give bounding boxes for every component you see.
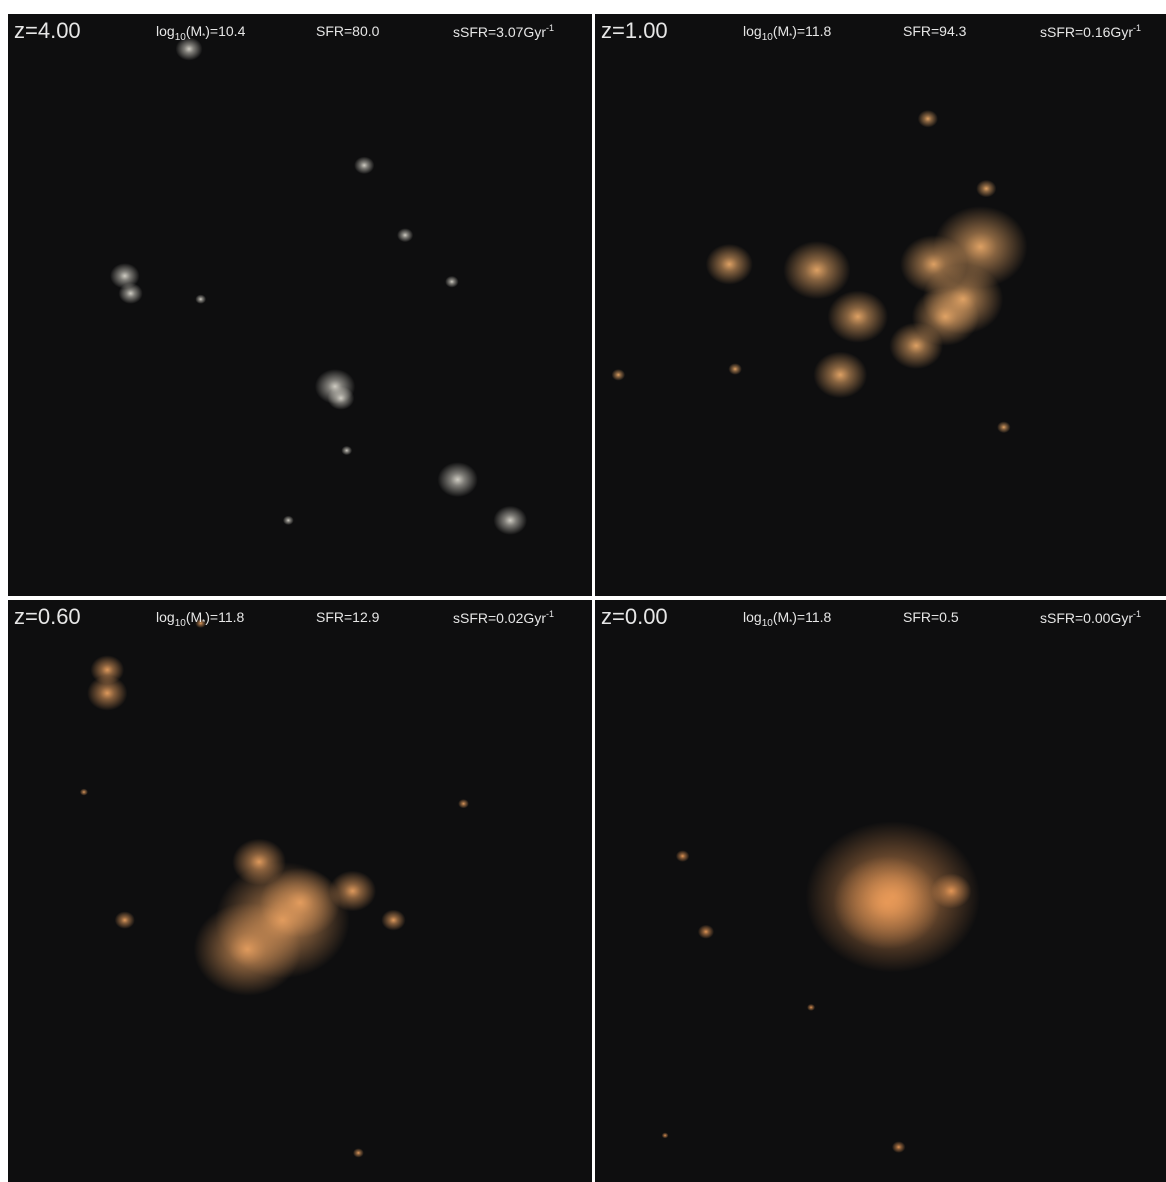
galaxy-blob [259, 867, 341, 938]
galaxy-blob [282, 515, 294, 525]
redshift-label: z=4.00 [14, 18, 81, 43]
galaxy-blob [891, 1141, 906, 1153]
galaxy-image [79, 618, 469, 1158]
sfr-label: SFR=80.0 [316, 23, 380, 39]
sfr-label: SFR=0.5 [903, 609, 959, 625]
galaxy-blob [90, 655, 125, 685]
galaxy-blob [675, 850, 690, 862]
galaxy-blob [110, 263, 140, 289]
galaxy-blob [79, 788, 88, 796]
galaxy-blob [889, 322, 944, 370]
galaxy-blob [458, 799, 469, 809]
galaxy-blob [931, 873, 972, 909]
galaxy-blob [728, 363, 742, 375]
galaxy-blob [397, 228, 414, 243]
galaxy-blob [976, 179, 997, 198]
galaxy-blob [354, 156, 375, 175]
galaxy-blob [114, 911, 135, 929]
galaxy-blob [611, 369, 626, 381]
galaxy-blob [437, 462, 478, 498]
galaxy-blob [933, 206, 1028, 288]
galaxy-blob [329, 870, 377, 912]
galaxy-image [110, 37, 528, 535]
galaxy-blob [807, 1003, 816, 1011]
ssfr-label: sSFR=0.02Gyr-1 [453, 609, 554, 626]
redshift-label: z=1.00 [601, 18, 668, 43]
galaxy-blob [195, 618, 207, 628]
galaxy-blob [833, 856, 941, 950]
redshift-label: z=0.60 [14, 604, 81, 629]
panel-z0: z=0.00 log10(M*)=11.8 SFR=0.5 sSFR=0.00G… [595, 600, 1166, 1182]
stellar-mass-label: log10(M*)=11.8 [743, 23, 832, 43]
galaxy-blob [917, 110, 938, 128]
galaxy-blob [697, 924, 715, 939]
redshift-label: z=0.00 [601, 604, 668, 629]
galaxy-blob [493, 505, 528, 535]
galaxy-blob [118, 282, 143, 304]
panel-z4: z=4.00 log10(M*)=10.4 SFR=80.0 sSFR=3.07… [8, 14, 592, 596]
panel-z06: z=0.60 log10(M*)=11.8 SFR=12.9 sSFR=0.02… [8, 600, 592, 1182]
galaxy-blob [661, 1132, 669, 1139]
galaxy-blob [445, 275, 459, 288]
galaxy-blob [813, 351, 868, 399]
galaxy-blob [87, 675, 128, 711]
galaxy-blob [327, 386, 355, 410]
stellar-mass-label: log10(M*)=11.8 [743, 609, 832, 629]
galaxy-blob [232, 838, 286, 886]
galaxy-blob [175, 37, 203, 61]
panel-z1: z=1.00 log10(M*)=11.8 SFR=94.3 sSFR=0.16… [595, 14, 1166, 596]
galaxy-blob [705, 243, 753, 285]
ssfr-label: sSFR=0.16Gyr-1 [1040, 23, 1141, 40]
galaxy-blob [997, 421, 1011, 434]
stellar-mass-label: log10(M*)=11.8 [156, 609, 245, 629]
galaxy-image [661, 821, 981, 1153]
sfr-label: SFR=94.3 [903, 23, 967, 39]
ssfr-label: sSFR=3.07Gyr-1 [453, 23, 554, 40]
galaxy-blob [827, 290, 889, 343]
galaxy-blob [353, 1148, 364, 1158]
galaxy-blob [381, 909, 406, 931]
galaxy-blob [341, 445, 353, 456]
stellar-mass-label: log10(M*)=10.4 [156, 23, 246, 43]
sfr-label: SFR=12.9 [316, 609, 380, 625]
galaxy-image [611, 110, 1028, 434]
ssfr-label: sSFR=0.00Gyr-1 [1040, 609, 1141, 626]
galaxy-blob [195, 294, 207, 304]
galaxy-blob [783, 240, 851, 300]
